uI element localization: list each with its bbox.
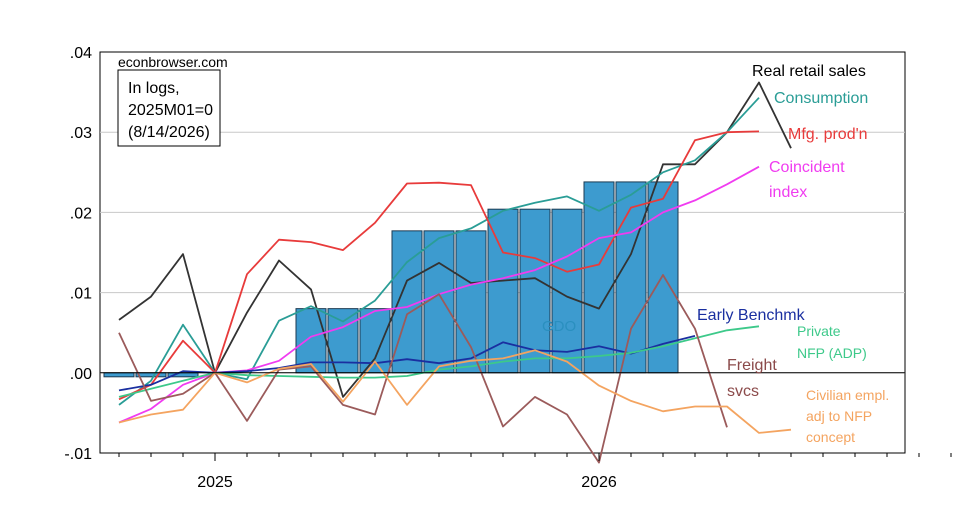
series-line-freight-svcs (118, 274, 728, 464)
y-tick-label: .01 (70, 286, 92, 303)
series-label-benchmk: Early Benchmk (697, 307, 806, 324)
series-labels: Real retail sales Consumption Mfg. prod'n C… (542, 63, 889, 445)
gdo-bar (519, 208, 551, 374)
series-label-consumption: Consumption (774, 90, 868, 107)
gdo-bar (615, 181, 647, 374)
series-label-adp: Private (797, 323, 841, 339)
note-line-3: (8/14/2026) (128, 124, 210, 141)
series-label-retail: Real retail sales (752, 63, 866, 80)
y-tick-label: .00 (70, 366, 92, 383)
gdo-bar (583, 181, 615, 374)
series-label-freight: svcs (727, 383, 759, 400)
series-label-gdo: GDO (542, 318, 576, 335)
series-label-freight: Freight (727, 357, 777, 374)
note-box (117, 69, 221, 147)
series-label-civ: adj to NFP (806, 408, 872, 424)
series-line-mfg-prod-n (118, 130, 760, 401)
series-line-consumption (118, 97, 760, 406)
source-label: econbrowser.com (118, 54, 228, 70)
y-tick-label: .04 (70, 45, 92, 62)
y-tick-label: .03 (70, 125, 92, 142)
x-tick-label: 2026 (581, 474, 617, 491)
gdo-bar (423, 230, 455, 374)
x-tick-label: 2025 (197, 474, 233, 491)
series-label-civ: Civilian empl. (806, 387, 889, 403)
series-label-coincident: index (769, 184, 807, 201)
gdo-bar (455, 230, 487, 374)
series-lines (118, 81, 792, 464)
axes: -.01 .00 .01 .02 .03 .04 2025 2026 (64, 45, 952, 491)
y-tick-label: -.01 (64, 446, 92, 463)
series-line-civilian-empl-adj-to-nfp-concept (118, 349, 792, 434)
series-label-civ: concept (806, 429, 855, 445)
gdo-bar (103, 372, 135, 378)
y-tick-label: .02 (70, 205, 92, 222)
note-line-2: 2025M01=0 (128, 102, 213, 119)
series-label-coincident: Coincident (769, 159, 845, 176)
series-line-private-nfp-adp (118, 325, 760, 398)
series-label-mfg: Mfg. prod'n (788, 126, 868, 143)
series-line-real-retail-sales (118, 81, 792, 398)
note-line-1: In logs, (128, 80, 180, 97)
series-label-adp: NFP (ADP) (797, 345, 867, 361)
gdo-bar (391, 230, 423, 374)
gdo-bar (135, 372, 167, 378)
